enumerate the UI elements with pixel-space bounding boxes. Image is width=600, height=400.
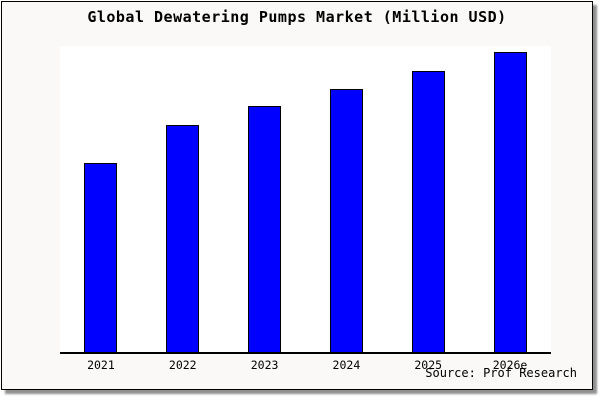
bar-2023 — [248, 106, 282, 352]
x-tick-label-2025: 2025 — [414, 358, 443, 372]
source-note: Source: Prof Research — [425, 366, 577, 380]
bar-2022 — [166, 125, 200, 352]
bar-2025 — [411, 71, 445, 352]
x-tick-label-2026e: 2026e — [492, 358, 528, 372]
bar-2021 — [84, 163, 118, 352]
x-tick-label-2021: 2021 — [87, 358, 115, 372]
x-tick-label-2022: 2022 — [168, 358, 197, 372]
x-axis-labels: 2021 2022 2023 2024 2025 2026e — [60, 358, 551, 372]
plot-area — [60, 46, 551, 354]
chart-title: Global Dewatering Pumps Market (Million … — [87, 8, 507, 26]
chart-frame: Global Dewatering Pumps Market (Million … — [1, 1, 593, 390]
x-tick-label-2024: 2024 — [332, 358, 361, 372]
bar-2024 — [329, 89, 363, 352]
x-tick-label-2023: 2023 — [250, 358, 279, 372]
bar-2026e — [493, 52, 527, 352]
